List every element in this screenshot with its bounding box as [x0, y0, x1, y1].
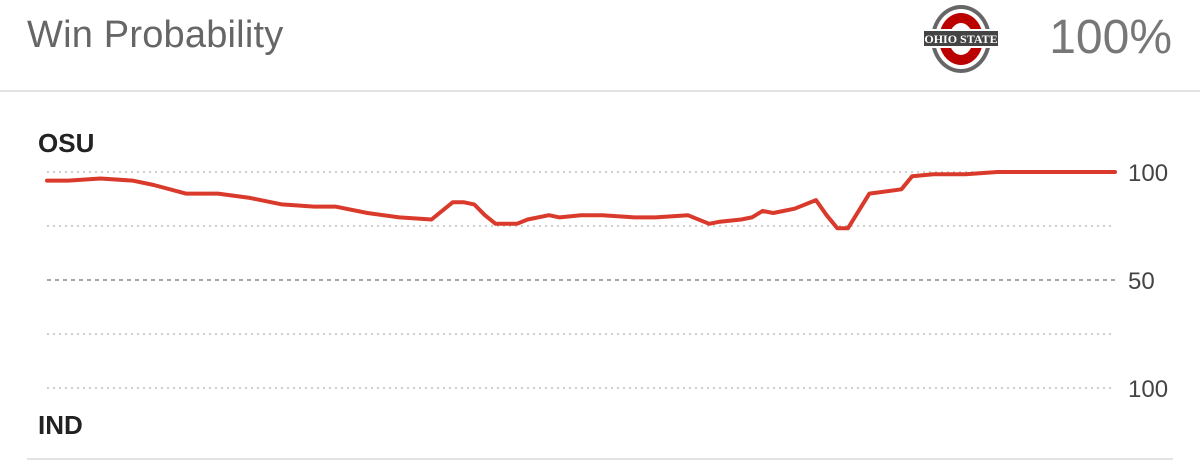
y-tick-label-2: 50 [1128, 268, 1155, 295]
chart-title: Win Probability [27, 14, 284, 56]
series-lines [45, 170, 1117, 231]
ohio-state-logo-icon: OHIO STATE [924, 5, 998, 73]
series-line-0 [45, 170, 1117, 231]
chart-header: Win Probability OHIO STATE 100% [0, 0, 1200, 92]
grid-lines [47, 171, 1115, 389]
y-tick-labels: 100 50 100 [1128, 160, 1168, 403]
y-tick-label-0: 100 [1128, 160, 1168, 187]
y-tick-label-4: 100 [1128, 376, 1168, 403]
logo-text: OHIO STATE [924, 32, 997, 46]
win-percentage: 100% [1049, 11, 1172, 64]
team-top-label: OSU [38, 128, 95, 158]
team-bottom-label: IND [38, 410, 83, 440]
bottom-divider [27, 458, 1173, 460]
